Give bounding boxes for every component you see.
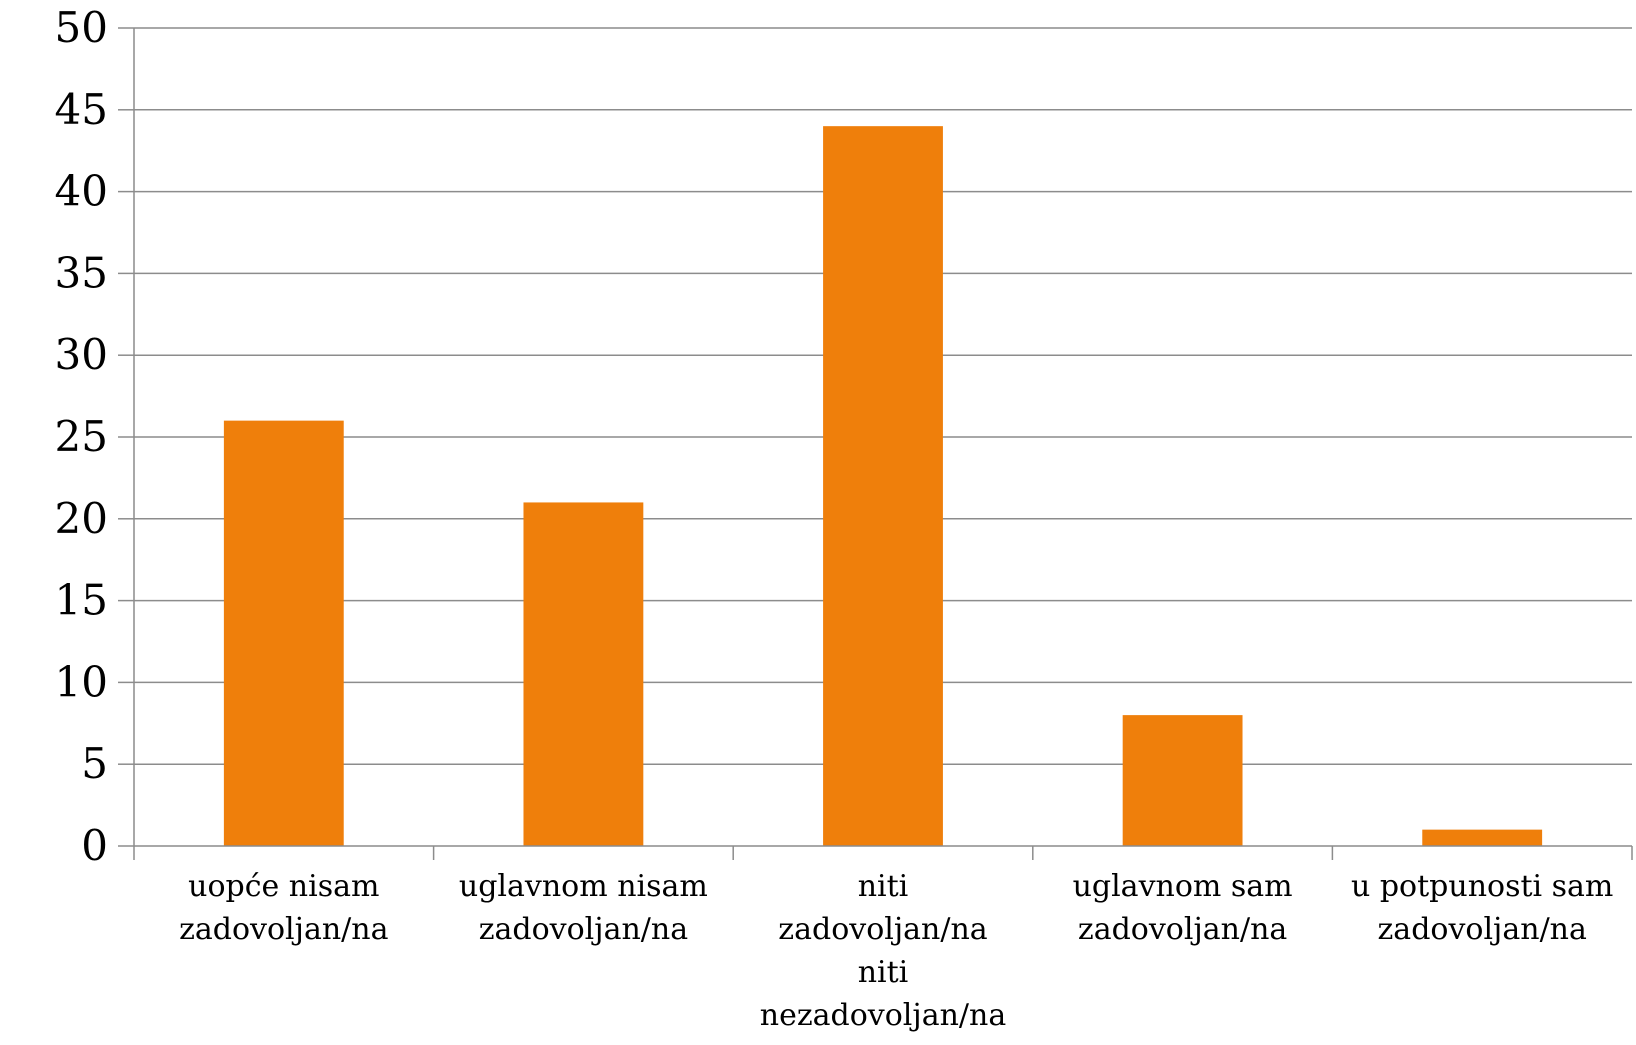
x-tick-label: uglavnom nisam zadovoljan/na: [459, 869, 708, 947]
x-tick-label-line: zadovoljan/na: [479, 912, 688, 947]
x-tick-label-line: zadovoljan/na: [179, 912, 388, 947]
x-tick-labels: uopće nisam zadovoljan/na uglavnom nisam za…: [179, 869, 1613, 1033]
x-tick-label-line: uglavnom sam: [1073, 869, 1293, 904]
x-tick-label-line: niti: [858, 869, 909, 904]
bar-4: [1122, 715, 1243, 846]
y-tick-label: 45: [55, 85, 108, 134]
x-tick-label: uopće nisam zadovoljan/na: [179, 869, 388, 947]
y-tick-label: 50: [55, 3, 108, 52]
y-tick-label: 35: [55, 248, 108, 297]
y-tick-label: 40: [55, 167, 108, 216]
x-tick-label-line: u potpunosti sam: [1351, 869, 1613, 904]
bars: [223, 126, 1543, 846]
x-tick-label: uglavnom sam zadovoljan/na: [1073, 869, 1293, 947]
x-tick-label-line: zadovoljan/na: [778, 912, 987, 947]
x-tick-label: u potpunosti sam zadovoljan/na: [1351, 869, 1613, 947]
y-tick-label: 0: [81, 821, 108, 870]
x-tick-label-line: uopće nisam: [188, 869, 379, 904]
bar-1: [223, 420, 344, 846]
bar-3: [823, 126, 943, 846]
x-tick-label: niti zadovoljan/na niti nezadovoljan/na: [760, 869, 1007, 1033]
y-tick-label: 5: [81, 739, 108, 788]
x-tick-label-line: uglavnom nisam: [459, 869, 708, 904]
y-tick-labels: 0 5 10 15 20 25 30 35 40 45 50: [55, 3, 108, 870]
y-tick-label: 20: [55, 494, 108, 543]
y-tick-label: 10: [55, 657, 108, 706]
y-tick-label: 25: [55, 412, 108, 461]
x-tick-label-line: niti: [858, 955, 909, 990]
axes: [118, 27, 1633, 860]
y-tick-label: 30: [55, 330, 108, 379]
x-tick-label-line: zadovoljan/na: [1378, 912, 1587, 947]
bar-5: [1422, 829, 1543, 846]
y-tick-label: 15: [55, 576, 108, 625]
x-tick-label-line: zadovoljan/na: [1078, 912, 1287, 947]
bar-2: [523, 502, 644, 846]
x-tick-label-line: nezadovoljan/na: [760, 998, 1007, 1033]
